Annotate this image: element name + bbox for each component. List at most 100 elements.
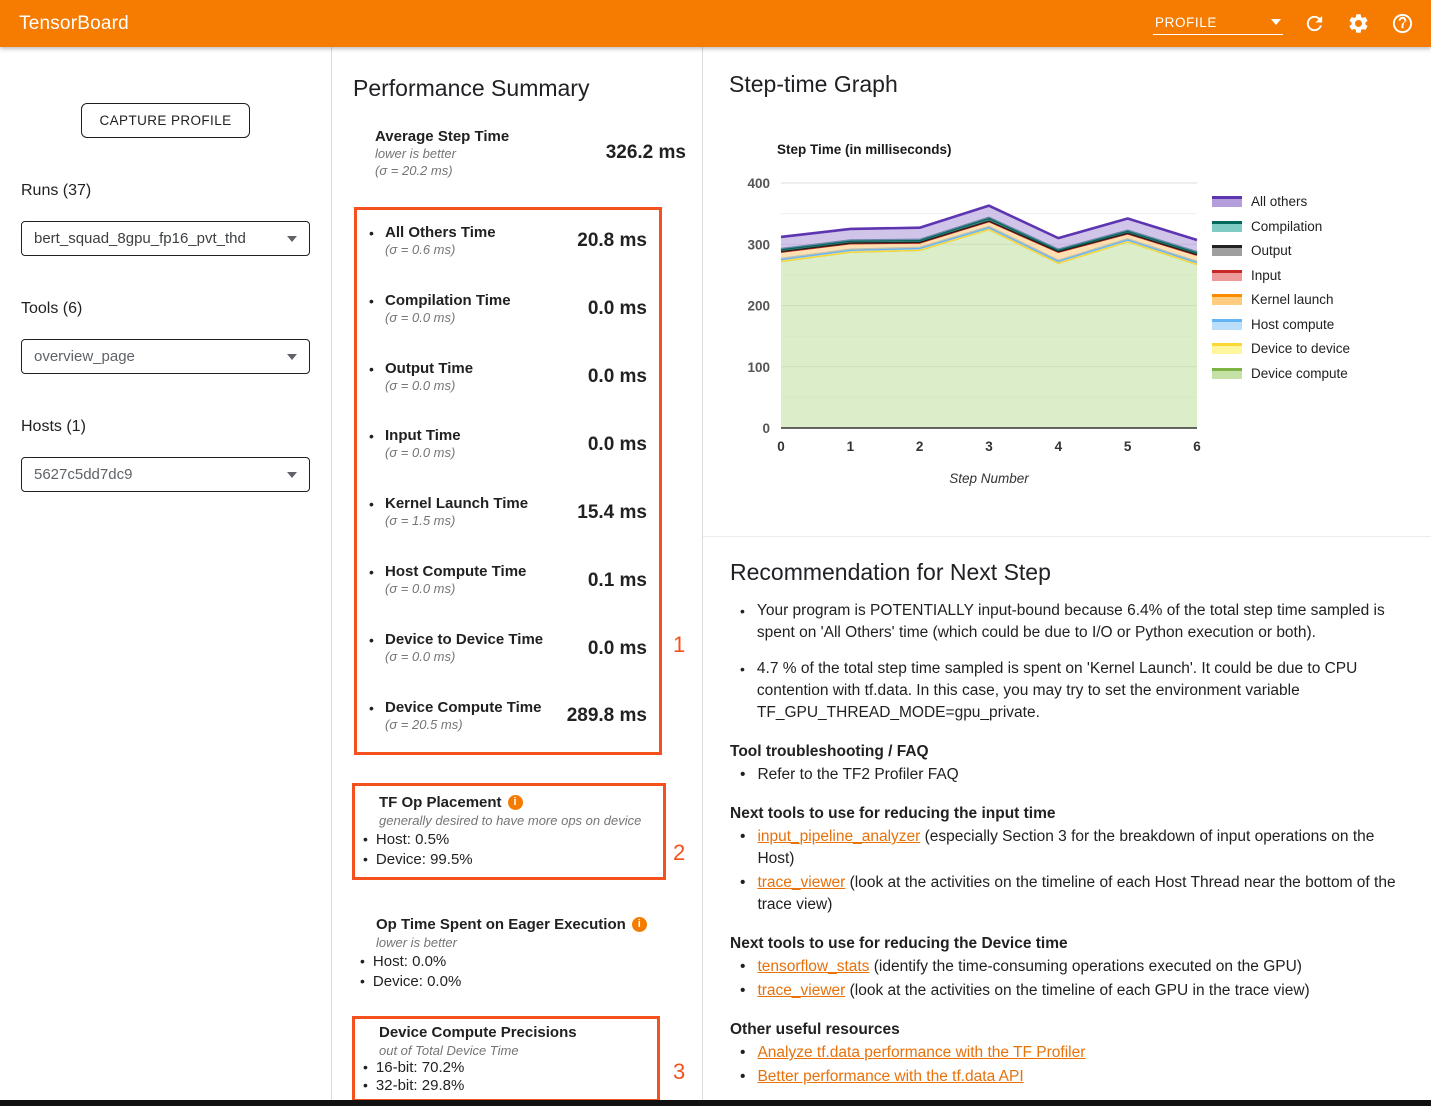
legend-label: Kernel launch — [1251, 292, 1334, 307]
legend-label: Device compute — [1251, 365, 1348, 381]
annotation-box-3: Device Compute Precisions out of Total D… — [352, 1015, 660, 1102]
step-time-graph-card: Step-time Graph Step Time (in millisecon… — [703, 47, 1431, 537]
input-pipeline-analyzer-link[interactable]: input_pipeline_analyzer — [757, 828, 921, 845]
eager-heading: Op Time Spent on Eager Execution i — [376, 916, 702, 933]
tfdata-api-link[interactable]: Better performance with the tf.data API — [757, 1068, 1024, 1085]
help-icon — [1392, 13, 1412, 34]
info-icon[interactable]: i — [507, 794, 523, 810]
metric-row: • Input Time (σ = 0.0 ms) 0.0 ms — [357, 427, 659, 462]
metric-value: 289.8 ms — [566, 705, 647, 727]
header-actions: PROFILE — [1153, 11, 1415, 37]
legend-item: Kernel launch — [1212, 292, 1350, 307]
tools-label: Tools (6) — [21, 300, 83, 317]
legend-item: Host compute — [1212, 317, 1350, 332]
annotation-number-2: 2 — [673, 840, 686, 865]
metric-row: • All Others Time (σ = 0.6 ms) 20.8 ms — [357, 224, 659, 259]
performance-summary-title: Performance Summary — [353, 75, 590, 101]
bullet: • — [369, 564, 374, 581]
metric-row: • Kernel Launch Time (σ = 1.5 ms) 15.4 m… — [357, 495, 659, 530]
bullet: • — [369, 496, 374, 513]
group-note: lower is better — [376, 934, 457, 950]
svg-text:200: 200 — [747, 299, 770, 314]
svg-text:2: 2 — [916, 439, 924, 454]
dashboard-select[interactable]: PROFILE — [1153, 13, 1283, 35]
hosts-label: Hosts (1) — [21, 418, 86, 435]
dashboard-select-value: PROFILE — [1155, 14, 1217, 30]
bullet: • — [369, 632, 374, 649]
recommendation-card: Recommendation for Next Step • Your progr… — [703, 537, 1431, 1088]
trace-viewer-link[interactable]: trace_viewer — [757, 982, 846, 999]
bullet: • — [369, 292, 374, 309]
metric-value: 0.1 ms — [587, 569, 647, 591]
precisions-heading: Device Compute Precisions — [379, 1023, 577, 1041]
svg-text:300: 300 — [747, 237, 770, 252]
legend-item: Compilation — [1212, 219, 1350, 234]
metric-name: Host Compute Time — [385, 563, 527, 581]
legend-swatch — [1212, 294, 1242, 305]
chevron-down-icon — [287, 353, 297, 360]
metric-note: lower is better — [375, 146, 456, 161]
svg-text:4: 4 — [1055, 439, 1063, 454]
eager-execution-group: Op Time Spent on Eager Execution i lower… — [352, 916, 702, 990]
legend-swatch — [1212, 196, 1242, 207]
settings-button[interactable] — [1345, 11, 1371, 37]
step-time-graph-title: Step-time Graph — [729, 71, 898, 97]
metric-sigma: (σ = 1.5 ms) — [385, 513, 456, 529]
bullet: • — [369, 360, 374, 377]
metric-value: 326.2 ms — [605, 142, 686, 163]
refresh-button[interactable] — [1301, 11, 1327, 37]
app-header: TensorBoard PROFILE — [0, 0, 1431, 47]
metric-sigma: (σ = 0.6 ms) — [385, 241, 456, 257]
tools-select[interactable]: overview_page — [21, 339, 310, 374]
legend-label: Compilation — [1251, 218, 1323, 234]
metric-value: 0.0 ms — [587, 298, 647, 320]
capture-profile-button[interactable]: CAPTURE PROFILE — [81, 103, 250, 138]
list-item: • tensorflow_stats (identify the time-con… — [740, 958, 1302, 975]
group-note: generally desired to have more ops on de… — [379, 812, 642, 828]
bullet: • — [369, 428, 374, 445]
metric-sigma: (σ = 0.0 ms) — [385, 309, 456, 325]
group-title: TF Op Placement — [379, 793, 502, 811]
svg-text:3: 3 — [985, 439, 993, 454]
list-item: • Device: 99.5% — [363, 850, 473, 868]
svg-text:0: 0 — [777, 439, 785, 454]
metric-row: • Device Compute Time (σ = 20.5 ms) 289.… — [357, 699, 659, 734]
annotation-number-1: 1 — [673, 632, 686, 657]
hosts-select[interactable]: 5627c5dd7dc9 — [21, 457, 310, 492]
info-icon[interactable]: i — [631, 916, 647, 932]
legend-item: Output — [1212, 243, 1350, 258]
metric-name: Input Time — [385, 427, 461, 445]
list-item: • trace_viewer (look at the activities on… — [740, 874, 1396, 913]
svg-text:Step Number: Step Number — [949, 471, 1029, 486]
link-description: (especially Section 3 for the breakdown … — [757, 828, 1375, 867]
recommendation-bullet: • Your program is POTENTIALLY input-bound… — [740, 602, 1385, 641]
tfdata-profiler-link[interactable]: Analyze tf.data performance with the TF … — [757, 1044, 1086, 1061]
chevron-down-icon — [287, 471, 297, 478]
resources-heading: Other useful resources — [730, 1021, 900, 1038]
list-item: • 32-bit: 29.8% — [363, 1076, 465, 1094]
main-layout: CAPTURE PROFILE Runs (37) bert_squad_8gp… — [0, 47, 1431, 1106]
annotation-box-2: TF Op Placement i generally desired to h… — [352, 782, 666, 880]
device-tools-heading: Next tools to use for reducing the Devic… — [730, 935, 1068, 952]
legend-item: Device compute — [1212, 366, 1350, 381]
metric-sigma: (σ = 0.0 ms) — [385, 581, 456, 597]
step-time-chart[interactable]: Step Time (in milliseconds) 0 100 200 300 400… — [729, 138, 1229, 486]
gear-icon — [1349, 14, 1367, 33]
runs-select[interactable]: bert_squad_8gpu_fp16_pvt_thd — [21, 221, 310, 256]
legend-label: Device to device — [1251, 341, 1351, 356]
chevron-down-icon — [287, 235, 297, 242]
metric-value: 0.0 ms — [587, 433, 647, 455]
svg-text:100: 100 — [747, 360, 770, 375]
list-item: • Host: 0.5% — [363, 830, 450, 848]
help-button[interactable] — [1389, 11, 1415, 37]
metric-sigma: (σ = 0.0 ms) — [385, 377, 456, 393]
svg-text:6: 6 — [1193, 439, 1201, 454]
metric-row: • Device to Device Time (σ = 0.0 ms) 0.0… — [357, 631, 659, 666]
link-description: (look at the activities on the timeline … — [757, 874, 1396, 913]
recommendation-title: Recommendation for Next Step — [730, 559, 1051, 585]
legend-item: All others — [1212, 194, 1350, 209]
link-description: (look at the activities on the timeline … — [845, 982, 1310, 999]
metric-value: 0.0 ms — [587, 637, 647, 659]
tensorflow-stats-link[interactable]: tensorflow_stats — [757, 958, 870, 975]
trace-viewer-link[interactable]: trace_viewer — [757, 874, 846, 891]
